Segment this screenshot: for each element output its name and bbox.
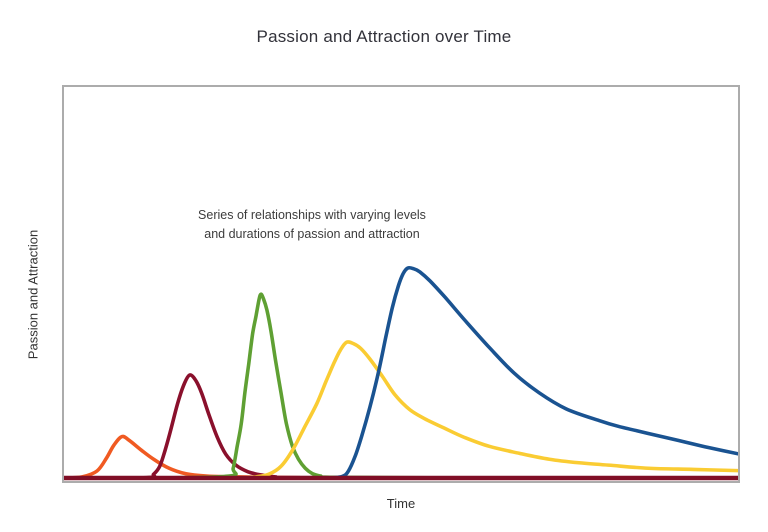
chart-title: Passion and Attraction over Time xyxy=(256,27,512,46)
curve-relationship-1-orange xyxy=(64,434,302,480)
curve-relationship-4-yellow xyxy=(239,340,738,480)
curve-relationship-2-maroon xyxy=(64,373,738,480)
y-axis-label: Passion and Attraction xyxy=(25,229,41,360)
curve-relationship-3-green xyxy=(149,292,482,480)
annotation-text: Series of relationships with varying lev… xyxy=(187,206,437,244)
annotation-line-1: Series of relationships with varying lev… xyxy=(198,208,426,222)
annotation-line-2: and durations of passion and attraction xyxy=(204,227,420,241)
curves-canvas xyxy=(64,265,738,481)
curve-relationship-5-blue xyxy=(328,265,738,480)
plot-area: Series of relationships with varying lev… xyxy=(62,85,740,483)
x-axis-label: Time xyxy=(386,496,416,511)
